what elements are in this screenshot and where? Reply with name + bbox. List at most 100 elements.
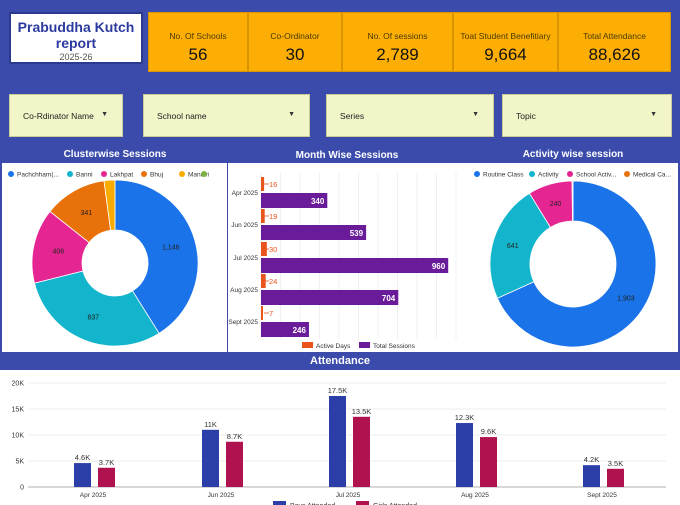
legend-label: Bhuj <box>150 172 163 179</box>
legend-label: Activity <box>538 172 559 179</box>
active-days-data-label: 16 <box>269 180 277 189</box>
report-title-card: Prabuddha Kutch report 2025-26 <box>9 12 143 64</box>
filter-series-dropdown[interactable]: Series ▼ <box>326 94 494 137</box>
total-sessions-data-label: 539 <box>350 229 364 238</box>
boys-data-label: 12.3K <box>455 413 475 422</box>
active-days-data-label: 30 <box>269 245 277 254</box>
active-days-bar <box>261 306 263 320</box>
month-tick-label: Apr 2025 <box>232 190 259 197</box>
girls-data-label: 3.7K <box>99 458 114 467</box>
total-sessions-data-label: 246 <box>293 326 307 335</box>
kpi-beneficiary: Toat Student Benefitiary 9,664 <box>453 12 558 72</box>
kpi-label: Toat Student Benefitiary <box>460 31 551 41</box>
activity-donut-chart: Routine Class Activity School Activ... Medi… <box>474 171 671 348</box>
kpi-label: No. Of sessions <box>367 31 428 41</box>
slice-data-label: 341 <box>80 210 92 217</box>
report-year: 2025-26 <box>59 52 93 62</box>
slice-data-label: 1,146 <box>162 244 180 251</box>
report-title: Prabuddha Kutch report <box>17 19 135 51</box>
slice-data-label: 837 <box>87 314 99 321</box>
y-tick-label: 10K <box>12 433 25 440</box>
donut-slice <box>103 179 116 231</box>
slice-data-label: 641 <box>507 243 519 250</box>
total-sessions-data-label: 704 <box>382 294 396 303</box>
kpi-attendance: Total Attendance 88,626 <box>558 12 671 72</box>
girls-attended-bar <box>480 437 497 487</box>
girls-attended-bar <box>98 467 115 487</box>
legend-label: Boys Attended <box>290 503 335 505</box>
total-sessions-data-label: 340 <box>311 197 325 206</box>
girls-attended-bar <box>607 468 624 487</box>
cluster-donut-chart: Pachchham(... Banni Lakhpat Bhuj Mandvi 1,146… <box>8 171 209 347</box>
month-tick-label: Jun 2025 <box>231 222 258 229</box>
legend-marker <box>474 171 480 177</box>
boys-data-label: 17.5K <box>328 386 348 395</box>
legend-label: Pachchham(... <box>17 172 59 179</box>
legend-label: Active Days <box>316 343 351 350</box>
filter-school-dropdown[interactable]: School name ▼ <box>143 94 310 137</box>
x-tick-label: Jul 2025 <box>336 492 361 499</box>
legend-label: Total Sessions <box>373 343 416 350</box>
active-days-data-label: 24 <box>269 277 277 286</box>
filter-label: Co-Rdinator Name <box>23 111 94 121</box>
kpi-label: Total Attendance <box>583 31 646 41</box>
x-tick-label: Jun 2025 <box>208 492 235 499</box>
month-bar-chart: Apr 2025 16 340 Jun 2025 19 539 Jul 2025 30 960 A… <box>228 173 457 350</box>
active-days-bar <box>261 177 265 191</box>
boys-attended-bar <box>583 465 600 487</box>
total-sessions-data-label: 960 <box>432 262 446 271</box>
x-tick-label: Apr 2025 <box>80 492 107 499</box>
legend-marker <box>356 501 369 505</box>
kpi-value: 2,789 <box>376 45 419 64</box>
filter-coordinator-dropdown[interactable]: Co-Rdinator Name ▼ <box>9 94 123 137</box>
legend-marker <box>101 171 107 177</box>
active-days-bar <box>261 209 265 223</box>
attendance-chart-title: Attendance <box>310 355 370 367</box>
total-sessions-bar <box>261 258 449 273</box>
slice-data-label: 240 <box>550 201 562 208</box>
boys-data-label: 4.2K <box>584 455 599 464</box>
cluster-chart-title: Clusterwise Sessions <box>63 149 167 160</box>
month-chart-panel: Apr 2025 16 340 Jun 2025 19 539 Jul 2025 30 960 A… <box>228 163 466 352</box>
attendance-bar-chart: 0 5K 10K 15K 20K 4.6K 3.7K Apr 2025 11K 8.7K Jun 2… <box>12 381 666 505</box>
total-sessions-bar <box>261 322 309 337</box>
legend-marker <box>302 342 313 348</box>
legend-label: Medical Ca... <box>633 172 671 179</box>
x-tick-label: Sept 2025 <box>587 492 617 499</box>
kpi-value: 88,626 <box>588 45 641 64</box>
caret-down-icon: ▼ <box>101 111 108 118</box>
month-tick-label: Sept 2025 <box>228 319 258 326</box>
month-tick-label: Aug 2025 <box>230 287 258 294</box>
legend-marker <box>8 171 14 177</box>
legend-marker <box>141 171 147 177</box>
legend-marker <box>67 171 73 177</box>
activity-chart-title: Activity wise session <box>522 149 624 160</box>
donut-slice <box>33 270 160 347</box>
legend-label: Girls Attended <box>373 503 417 505</box>
girls-data-label: 13.5K <box>352 407 372 416</box>
active-days-bar <box>261 242 267 256</box>
y-tick-label: 5K <box>15 459 24 466</box>
total-sessions-bar <box>261 290 399 305</box>
kpi-coordinator: Co-Ordinator 30 <box>248 12 342 72</box>
y-tick-label: 15K <box>12 407 25 414</box>
slice-data-label: 406 <box>52 248 64 255</box>
legend-marker <box>179 171 185 177</box>
boys-attended-bar <box>456 423 473 487</box>
legend-label: Mandvi <box>188 172 209 179</box>
boys-data-label: 4.6K <box>75 453 90 462</box>
girls-data-label: 8.7K <box>227 432 242 441</box>
boys-attended-bar <box>74 463 91 487</box>
girls-attended-bar <box>353 416 370 487</box>
legend-marker <box>201 171 207 177</box>
month-chart-title: Month Wise Sessions <box>295 150 399 161</box>
girls-data-label: 3.5K <box>608 459 623 468</box>
total-sessions-bar <box>261 225 367 240</box>
month-tick-label: Jul 2025 <box>233 255 258 262</box>
kpi-label: Co-Ordinator <box>270 31 320 41</box>
legend-label: Lakhpat <box>110 172 133 179</box>
filter-topic-dropdown[interactable]: Topic ▼ <box>502 94 672 137</box>
cluster-chart-panel: Pachchham(... Banni Lakhpat Bhuj Mandvi 1,146… <box>2 163 227 352</box>
legend-marker <box>624 171 630 177</box>
legend-label: Banni <box>76 172 93 179</box>
